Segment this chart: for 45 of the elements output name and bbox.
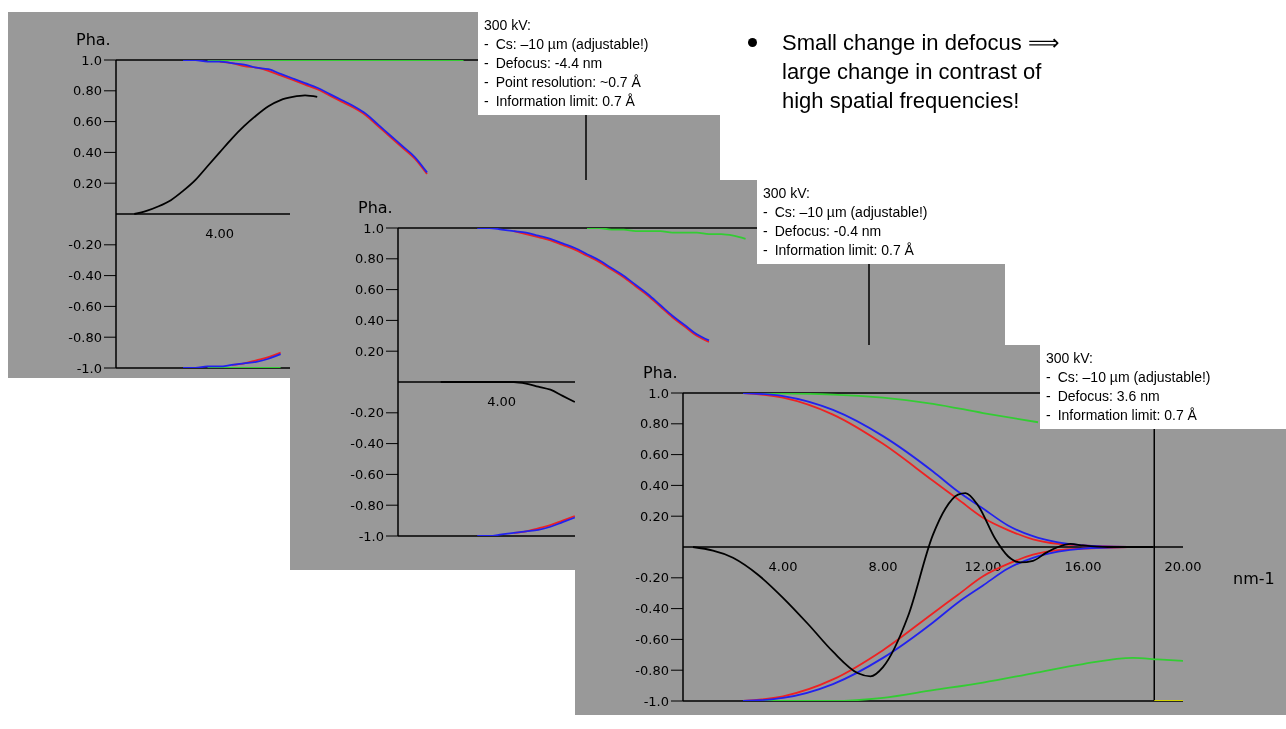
y-tick-label: -1.0: [76, 360, 102, 376]
x-tick-label: 4.00: [205, 226, 235, 241]
y-tick-label: -1.0: [358, 528, 384, 544]
y-tick-label: -0.40: [635, 601, 669, 617]
y-tick-label: -0.60: [68, 299, 102, 315]
x-tick-label: 20.00: [1164, 559, 1202, 574]
y-tick-label: -0.40: [68, 268, 102, 284]
y-tick-label: 0.80: [640, 416, 669, 432]
y-tick-label: -0.80: [68, 329, 102, 345]
y-axis-title: Pha.: [358, 198, 393, 217]
note-box: 300 kV: - Cs: –10 µm (adjustable!) - Defocus: -0.4 nm - Information limit: 0.7 Å: [757, 180, 1005, 264]
y-tick-label: -0.80: [635, 662, 669, 678]
x-tick-label: 8.00: [868, 559, 898, 574]
y-tick-label: 0.40: [640, 478, 669, 494]
y-tick-label: 0.80: [73, 83, 102, 99]
y-tick-label: 0.60: [355, 282, 384, 298]
y-tick-label: 1.0: [81, 52, 102, 68]
y-tick-label: 0.60: [73, 114, 102, 130]
y-tick-label: -0.60: [635, 632, 669, 648]
y-tick-label: 1.0: [363, 220, 384, 236]
y-axis-title: Pha.: [643, 363, 678, 382]
y-tick-label: 0.20: [355, 343, 384, 359]
note-box: 300 kV: - Cs: –10 µm (adjustable!) - Defocus: 3.6 nm - Information limit: 0.7 Å: [1040, 345, 1286, 429]
y-axis-title: Pha.: [76, 30, 111, 49]
x-axis-title: nm-1: [1233, 569, 1275, 588]
x-tick-label: 12.00: [964, 559, 1002, 574]
note-box: 300 kV: - Cs: –10 µm (adjustable!) - Defocus: -4.4 nm - Point resolution: ~0.7 Å - Information limit: 0.7 Å: [478, 12, 722, 115]
y-tick-label: -0.60: [350, 467, 384, 483]
x-tick-label: 4.00: [487, 394, 517, 409]
y-tick-label: -1.0: [643, 693, 669, 709]
y-tick-label: -0.40: [350, 436, 384, 452]
y-tick-label: -0.80: [350, 497, 384, 513]
y-tick-label: -0.20: [350, 405, 384, 421]
y-tick-label: 1.0: [648, 385, 669, 401]
y-tick-label: 0.20: [640, 508, 669, 524]
text: Small change in defocus ⟹ large change in contrast of high spatial frequencies!: [782, 29, 1061, 115]
y-tick-label: -0.20: [68, 237, 102, 253]
y-tick-label: 0.40: [73, 145, 102, 161]
x-tick-label: 16.00: [1064, 559, 1102, 574]
y-tick-label: 0.20: [73, 175, 102, 191]
y-tick-label: 0.60: [640, 447, 669, 463]
x-tick-label: 4.00: [768, 559, 798, 574]
y-tick-label: 0.40: [355, 313, 384, 329]
y-tick-label: 0.80: [355, 251, 384, 267]
y-tick-label: -0.20: [635, 570, 669, 586]
